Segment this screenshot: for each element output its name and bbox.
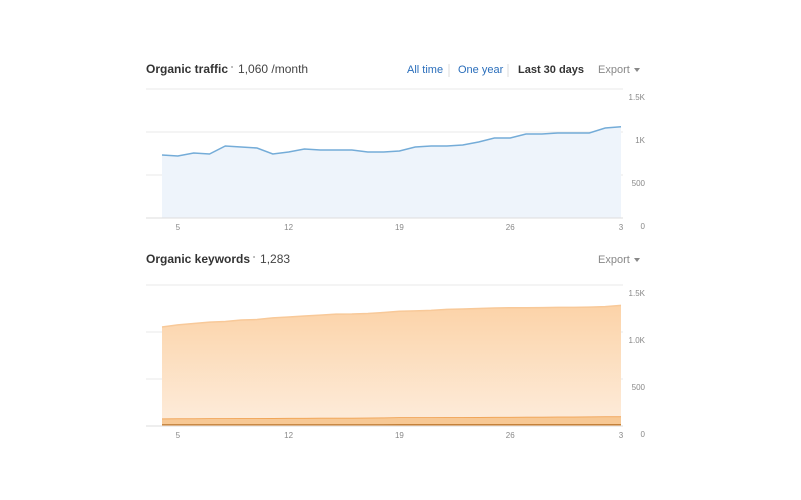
y-tick-label: 500 — [632, 383, 646, 392]
x-tick-label: 12 — [284, 431, 293, 440]
x-tick-label: 12 — [284, 223, 293, 232]
y-tick-label: 500 — [632, 179, 646, 188]
export-arrow — [634, 258, 640, 262]
export-button[interactable]: Export — [598, 64, 630, 76]
chart-title: Organic keywords — [146, 252, 250, 266]
y-tick-label: 1.0K — [629, 336, 646, 345]
y-tick-label: 1.5K — [629, 289, 646, 298]
info-icon — [231, 66, 234, 68]
y-tick-label: 1K — [635, 136, 645, 145]
x-tick-label: 3 — [619, 431, 624, 440]
tab-all-time[interactable]: All time — [407, 64, 443, 76]
x-tick-label: 26 — [506, 431, 515, 440]
info-icon — [253, 256, 256, 258]
x-tick-label: 5 — [176, 431, 181, 440]
tab-last-30-days[interactable]: Last 30 days — [518, 64, 584, 76]
x-tick-label: 19 — [395, 431, 404, 440]
export-arrow — [634, 68, 640, 72]
area — [162, 126, 621, 218]
stack-line — [161, 304, 622, 328]
export-button[interactable]: Export — [598, 254, 630, 266]
chart-title: Organic traffic — [146, 62, 228, 76]
stack-area — [162, 305, 621, 419]
y-tick-label: 0 — [641, 430, 646, 439]
x-tick-label: 3 — [619, 223, 624, 232]
y-tick-label: 1.5K — [629, 93, 646, 102]
chart-summary: 1,060 /month — [238, 62, 308, 76]
x-tick-label: 5 — [176, 223, 181, 232]
x-tick-label: 26 — [506, 223, 515, 232]
chart-summary: 1,283 — [260, 252, 290, 266]
tab-one-year[interactable]: One year — [458, 64, 504, 76]
y-tick-label: 0 — [641, 222, 646, 231]
line — [161, 126, 622, 157]
x-tick-label: 19 — [395, 223, 404, 232]
